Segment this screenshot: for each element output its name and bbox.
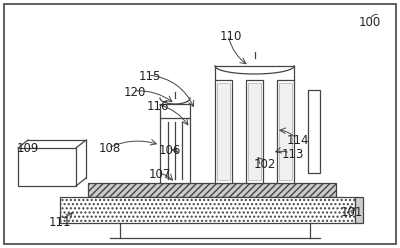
- Bar: [355, 197, 363, 223]
- Bar: [246, 80, 263, 183]
- Text: 108: 108: [99, 143, 121, 155]
- Bar: [88, 183, 336, 197]
- Bar: [160, 118, 190, 183]
- Text: 100: 100: [359, 15, 381, 29]
- Bar: [217, 83, 230, 180]
- Text: 113: 113: [282, 149, 304, 161]
- Text: 102: 102: [254, 158, 276, 172]
- Bar: [277, 80, 294, 183]
- Text: 106: 106: [159, 144, 181, 156]
- Text: 101: 101: [341, 206, 363, 218]
- Text: 111: 111: [49, 216, 71, 228]
- Bar: [18, 148, 76, 186]
- Text: 116: 116: [147, 99, 169, 113]
- Text: 120: 120: [124, 86, 146, 98]
- Text: 107: 107: [149, 168, 171, 182]
- Bar: [308, 90, 320, 173]
- Text: 109: 109: [17, 142, 39, 155]
- Text: 110: 110: [220, 30, 242, 42]
- Bar: [279, 83, 292, 180]
- Text: 115: 115: [139, 70, 161, 84]
- Bar: [60, 197, 355, 223]
- Bar: [248, 83, 261, 180]
- Bar: [215, 80, 232, 183]
- Text: 114: 114: [287, 134, 309, 148]
